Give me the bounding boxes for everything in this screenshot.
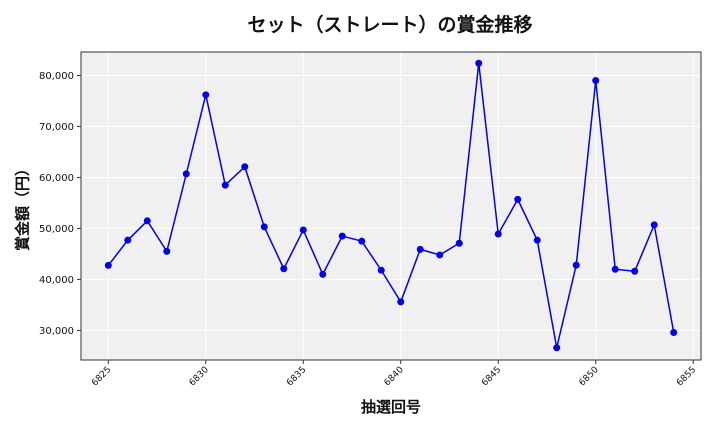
- data-point: [650, 221, 658, 229]
- x-tick-label: 6835: [285, 365, 308, 388]
- data-point: [377, 266, 385, 274]
- x-tick-label: 6855: [675, 365, 698, 388]
- chart-title: セット（ストレート）の賞金推移: [247, 14, 533, 36]
- y-tick-label: 60,000: [39, 173, 74, 184]
- data-point: [494, 230, 502, 238]
- x-tick-label: 6840: [383, 365, 406, 388]
- data-point: [319, 270, 327, 278]
- y-tick-label: 50,000: [39, 224, 74, 235]
- data-point: [475, 59, 483, 67]
- data-point: [182, 170, 190, 178]
- data-point: [202, 91, 210, 99]
- data-point: [514, 195, 522, 203]
- y-tick-label: 80,000: [39, 71, 74, 82]
- x-tick-label: 6845: [480, 365, 503, 388]
- data-point: [397, 298, 405, 306]
- x-axis-label: 抽選回号: [360, 398, 421, 416]
- data-point: [338, 232, 346, 240]
- y-tick-label: 70,000: [39, 122, 74, 133]
- data-point: [143, 217, 151, 225]
- x-tick-label: 6850: [578, 365, 601, 388]
- data-point: [670, 328, 678, 336]
- data-point: [572, 261, 580, 269]
- data-point: [611, 265, 619, 273]
- plot-frame: [80, 51, 702, 361]
- data-point: [260, 223, 268, 231]
- data-point: [124, 236, 132, 244]
- data-point: [299, 226, 307, 234]
- data-point: [436, 251, 444, 259]
- data-point: [163, 247, 171, 255]
- data-point: [221, 181, 229, 189]
- data-point: [455, 239, 463, 247]
- data-point: [416, 245, 424, 253]
- x-tick-label: 6825: [90, 365, 113, 388]
- x-tick-label: 6830: [188, 365, 211, 388]
- series-line: [107, 63, 675, 348]
- data-point: [553, 344, 561, 352]
- data-point: [358, 237, 366, 245]
- data-point: [631, 267, 639, 275]
- y-tick-label: 30,000: [39, 326, 74, 337]
- data-point: [241, 163, 249, 171]
- data-point: [280, 265, 288, 273]
- data-point: [533, 236, 541, 244]
- data-point: [592, 77, 600, 85]
- y-tick-label: 40,000: [39, 275, 74, 286]
- data-point: [104, 261, 112, 269]
